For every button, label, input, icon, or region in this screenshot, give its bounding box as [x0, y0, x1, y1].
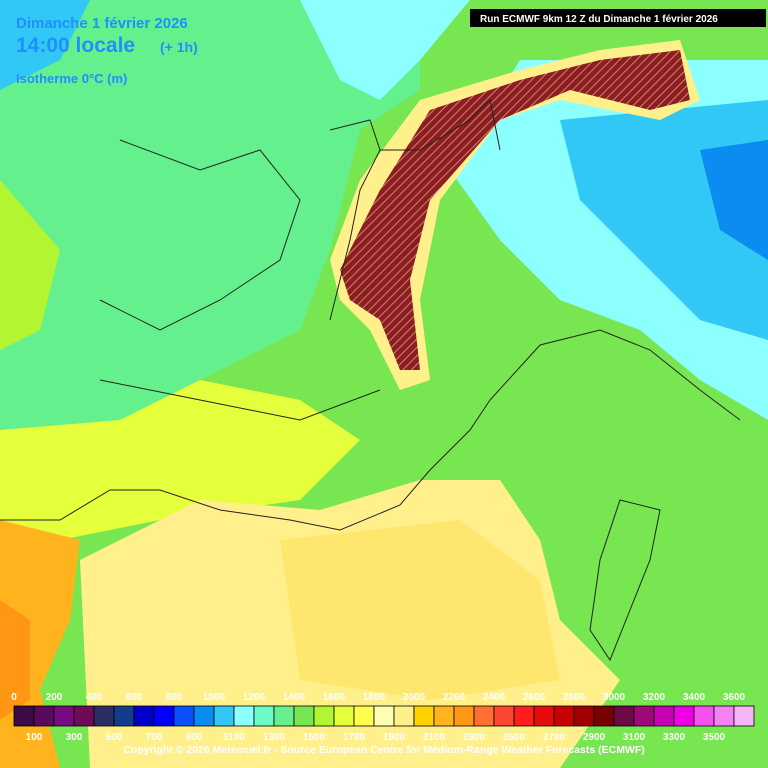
field: Isotherme 0°C (m): [16, 71, 127, 86]
legend-swatch: [193, 705, 215, 727]
legend-swatch: [313, 705, 335, 727]
legend-swatch: [453, 705, 475, 727]
legend-label: 900: [186, 732, 203, 743]
legend-label: 1600: [323, 692, 346, 703]
legend-swatch: [633, 705, 655, 727]
legend-swatch: [213, 705, 235, 727]
legend-swatch: [613, 705, 635, 727]
legend-label: 3300: [663, 732, 686, 743]
legend-swatch: [473, 705, 495, 727]
legend-label: 100: [26, 732, 43, 743]
legend-label: 1200: [243, 692, 266, 703]
copyright: Copyright © 2026 Meteociel.fr - Source E…: [123, 744, 645, 756]
legend-label: 2400: [483, 692, 506, 703]
legend: 0 100 200 300 400 500 600 700 800 900 1000 1100 1200…: [11, 692, 755, 743]
legend-label: 1500: [303, 732, 326, 743]
legend-swatch: [73, 705, 95, 727]
legend-swatch: [273, 705, 295, 727]
legend-label: 1400: [283, 692, 306, 703]
legend-label: 3400: [683, 692, 706, 703]
legend-swatch: [53, 705, 75, 727]
legend-swatch: [13, 705, 35, 727]
legend-label: 2300: [463, 732, 486, 743]
legend-swatch: [713, 705, 735, 727]
legend-swatch: [153, 705, 175, 727]
legend-swatch: [93, 705, 115, 727]
legend-label: 2000: [403, 692, 426, 703]
legend-label: 1100: [223, 732, 245, 743]
borders: [0, 98, 741, 662]
legend-swatch: [573, 705, 595, 727]
legend-swatch: [173, 705, 195, 727]
legend-swatch: [33, 705, 55, 727]
legend-label: 1300: [263, 732, 286, 743]
legend-swatch: [433, 705, 455, 727]
legend-swatch: [333, 705, 355, 727]
legend-label: 2900: [583, 732, 606, 743]
legend-label: 3200: [643, 692, 666, 703]
legend-label: 1700: [343, 732, 366, 743]
legend-swatch: [413, 705, 435, 727]
legend-swatch: [353, 705, 375, 727]
legend-label: 800: [166, 692, 183, 703]
date: Dimanche 1 février 2026: [16, 15, 188, 32]
legend-swatch: [133, 705, 155, 727]
legend-label: 700: [146, 732, 163, 743]
legend-label: 400: [86, 692, 103, 703]
legend-label: 2700: [543, 732, 566, 743]
legend-swatch: [373, 705, 395, 727]
run-box: [470, 9, 766, 27]
legend-label: 1000: [203, 692, 226, 703]
legend-swatch: [653, 705, 675, 727]
legend-label: 300: [66, 732, 83, 743]
legend-label: 500: [106, 732, 123, 743]
legend-label: 3600: [723, 692, 746, 703]
legend-swatch: [593, 705, 615, 727]
legend-label: 1800: [363, 692, 386, 703]
legend-label: 2600: [523, 692, 546, 703]
legend-label: 600: [126, 692, 143, 703]
run: Run ECMWF 9km 12 Z du Dimanche 1 février…: [480, 14, 718, 25]
legend-label: 200: [46, 692, 63, 703]
legend-label: 3100: [623, 732, 646, 743]
legend-swatch: [553, 705, 575, 727]
legend-label: 2100: [423, 732, 446, 743]
legend-swatch: [733, 705, 755, 727]
legend-label: 3000: [603, 692, 626, 703]
legend-swatch: [253, 705, 275, 727]
legend-label: 1900: [383, 732, 406, 743]
legend-swatch: [393, 705, 415, 727]
legend-label: 2500: [503, 732, 526, 743]
header: Dimanche 1 février 2026 14:00 locale (+ …: [16, 9, 766, 86]
legend-swatch: [673, 705, 695, 727]
legend-swatch: [533, 705, 555, 727]
legend-swatch: [233, 705, 255, 727]
time: 14:00 locale: [16, 34, 135, 57]
legend-swatch: [293, 705, 315, 727]
legend-label: 0: [11, 692, 17, 703]
legend-swatch: [693, 705, 715, 727]
legend-swatch: [493, 705, 515, 727]
legend-label: 2800: [563, 692, 586, 703]
legend-label: 3500: [703, 732, 726, 743]
legend-swatch: [113, 705, 135, 727]
legend-label: 2200: [443, 692, 466, 703]
legend-swatch: [513, 705, 535, 727]
offset: (+ 1h): [160, 39, 198, 55]
